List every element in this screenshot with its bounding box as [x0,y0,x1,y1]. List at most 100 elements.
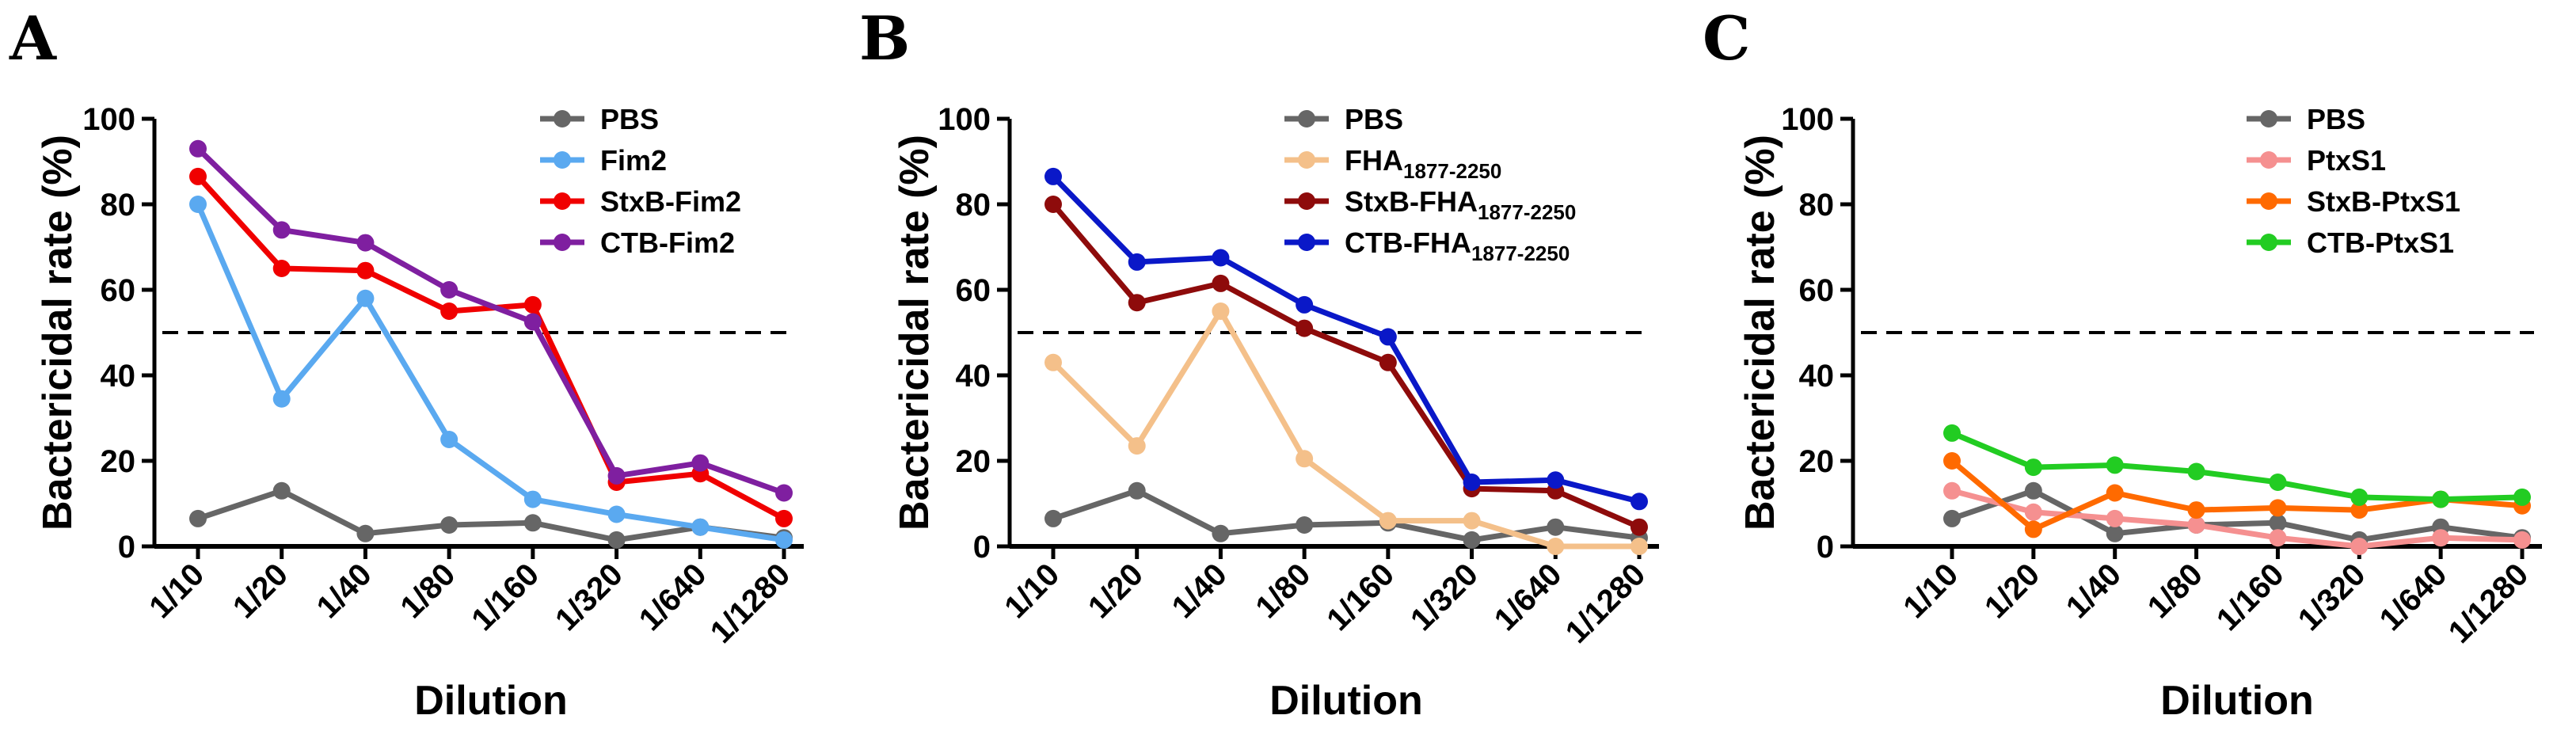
x-tick-label: 1/320 [549,557,630,637]
legend-label-main: Fim2 [600,144,667,177]
data-point [1296,450,1314,468]
series-ctb-ptxs1 [1943,424,2531,508]
x-tick-label: 1/160 [2210,557,2291,637]
series-ptxs1 [1943,481,2531,555]
data-point [189,509,207,527]
data-point [1463,474,1481,491]
y-tick-label: 100 [82,102,135,137]
legend-entry-pbs: PBS [2247,103,2365,135]
legend-marker [554,234,571,251]
data-point [775,484,793,502]
legend-entry-fim2: Fim2 [540,144,667,177]
y-tick-label: 80 [101,188,136,223]
data-point [1128,481,1146,500]
data-point [1943,509,1961,527]
data-point [1547,538,1565,555]
x-axis-title: Dilution [1269,678,1423,724]
legend-marker [554,110,571,127]
data-point [1463,512,1481,530]
y-tick-label: 80 [956,188,991,223]
legend-label-main: PtxS1 [2307,144,2386,177]
x-tick-label: 1/640 [1488,557,1569,637]
legend-label: StxB-Fim2 [600,185,741,218]
data-point [1943,424,1961,442]
x-tick-label: 1/80 [1249,557,1317,625]
y-tick-label: 100 [938,102,991,137]
data-point [2350,538,2369,555]
data-point [2187,516,2205,534]
data-point [1212,249,1230,267]
data-point [691,518,710,536]
data-point [2187,462,2205,481]
data-point [1630,493,1648,511]
series-line [1051,308,1639,550]
legend-marker [1298,151,1315,169]
data-point [2269,514,2287,532]
data-point [1044,509,1062,527]
data-point [2513,531,2531,549]
data-point [1128,253,1146,271]
data-point [2106,456,2124,474]
legend-label: PBS [2307,103,2365,135]
series-line [195,203,785,543]
data-point [2513,488,2531,506]
data-point [440,516,459,534]
data-point [1296,516,1314,534]
data-point [607,505,626,523]
y-tick-label: 40 [956,359,991,394]
legend-entry-ptxs1: PtxS1 [2247,144,2386,177]
series-ctb-fim2 [189,139,793,502]
series-line [1950,430,2523,503]
legend-marker [554,151,571,169]
data-point [1379,512,1397,530]
y-tick-label: 60 [1799,273,1835,308]
data-point [2187,501,2205,519]
x-tick-label: 1/320 [2292,557,2372,637]
data-point [2432,490,2450,508]
legend-label: CTB-PtxS1 [2307,226,2454,259]
legend-label-main: FHA [1345,144,1403,177]
legend-marker [1298,234,1315,251]
panel-letter: A [9,3,57,74]
data-point [523,490,542,508]
series-line [1051,202,1641,530]
data-point [1044,196,1062,213]
data-point [523,313,542,331]
legend-marker [2260,192,2277,210]
data-point [1943,481,1961,500]
data-point [356,289,375,307]
y-tick-label: 40 [1799,359,1835,394]
data-point [1547,471,1565,489]
x-axis-title: Dilution [414,678,568,724]
x-tick-label: 1/20 [1978,557,2046,625]
x-tick-label: 1/40 [1166,557,1234,625]
legend-entry-pbs: PBS [540,103,659,135]
panel-letter: B [859,3,910,74]
data-point [1943,452,1961,470]
data-point [691,454,710,472]
panel-letter: C [1703,3,1751,74]
series-line [1950,488,2523,543]
legend-entry-ctb-fim2: CTB-Fim2 [540,226,735,259]
data-point [1128,437,1146,455]
legend-marker [2260,234,2277,251]
data-point [1212,524,1230,542]
y-axis-title: Bactericidal rate (%) [35,135,81,531]
legend-marker [554,192,571,210]
legend-entry-stxb-ptxs1: StxB-PtxS1 [2247,185,2460,218]
x-tick-label: 1/10 [998,557,1066,625]
data-point [2269,499,2287,517]
legend-entry-ctb-ptxs1: CTB-PtxS1 [2247,226,2454,259]
x-tick-label: 1/320 [1404,557,1485,637]
x-tick-label: 1/1280 [2442,557,2536,650]
x-tick-label: 1/40 [2060,557,2128,625]
series-line [196,146,786,496]
data-point [2024,503,2042,521]
data-point [440,302,459,320]
data-point [607,531,626,549]
legend-entry-ctb-fha-1877-2250: CTB-FHA1877-2250 [1284,226,1570,265]
data-point [775,531,793,549]
